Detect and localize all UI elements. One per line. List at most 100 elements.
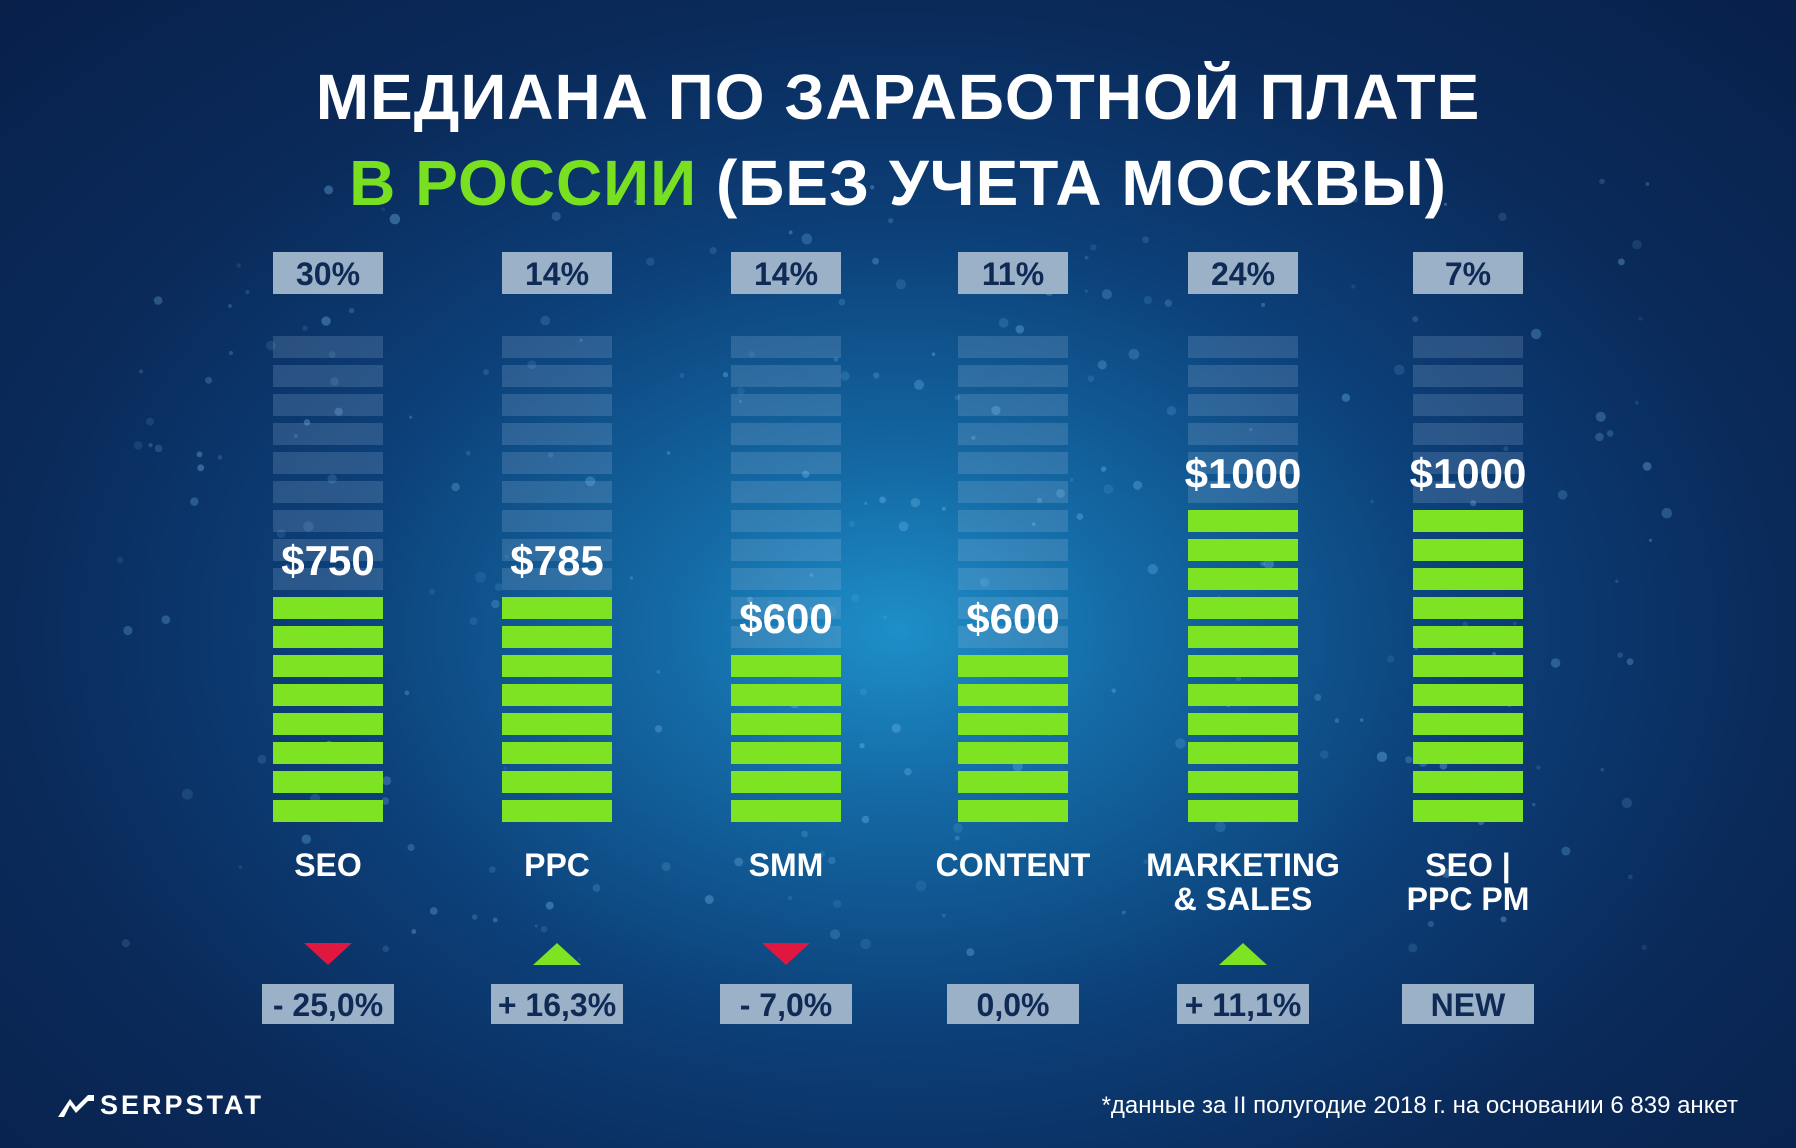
map-dot bbox=[592, 884, 601, 892]
bar-segment bbox=[1413, 771, 1523, 793]
bar-segment-empty bbox=[958, 626, 1068, 648]
map-dot bbox=[1147, 564, 1158, 575]
map-dot bbox=[634, 199, 638, 204]
bar-segment-empty bbox=[1188, 423, 1298, 445]
title-line-1: МЕДИАНА ПО ЗАРАБОТНОЙ ПЛАТЕ bbox=[315, 61, 1481, 133]
bar-segment-empty bbox=[1188, 336, 1298, 358]
bar-segment-empty bbox=[502, 423, 612, 445]
bar-segment-empty bbox=[273, 510, 383, 532]
map-dot bbox=[276, 529, 286, 539]
share-label: 14% bbox=[731, 252, 841, 294]
map-dot bbox=[818, 850, 826, 858]
map-dot bbox=[1626, 658, 1634, 666]
bar-segment bbox=[502, 742, 612, 764]
map-dot bbox=[849, 520, 855, 527]
bar-segment bbox=[502, 713, 612, 735]
map-dot bbox=[1249, 428, 1253, 432]
map-dot bbox=[527, 360, 537, 370]
map-dot bbox=[375, 177, 386, 188]
map-dot bbox=[1087, 375, 1095, 382]
map-dot bbox=[1405, 756, 1413, 764]
title-line-2: В РОССИИ (БЕЗ УЧЕТА МОСКВЫ) bbox=[0, 146, 1796, 220]
value-label: $600 bbox=[966, 595, 1060, 642]
bar-segment-empty bbox=[958, 481, 1068, 503]
share-label: 7% bbox=[1413, 252, 1523, 294]
map-dot bbox=[1173, 902, 1179, 908]
bar-segment bbox=[1413, 800, 1523, 822]
map-dot bbox=[471, 914, 478, 920]
bar-segment bbox=[273, 713, 383, 735]
bar-segment-empty bbox=[731, 336, 841, 358]
bar-segment-empty bbox=[1413, 394, 1523, 416]
bar-segment bbox=[1188, 742, 1298, 764]
map-dot bbox=[1427, 920, 1434, 928]
bar-segment-empty bbox=[958, 423, 1068, 445]
map-dot bbox=[704, 895, 714, 904]
bar-segment-empty bbox=[273, 539, 383, 561]
map-dot bbox=[1635, 400, 1639, 405]
bar-segment bbox=[1188, 800, 1298, 822]
change-label: + 16,3% bbox=[491, 984, 623, 1024]
map-dot bbox=[895, 279, 907, 290]
category-label-line: CONTENT bbox=[935, 847, 1091, 883]
map-dot bbox=[540, 315, 551, 326]
bar-segment bbox=[273, 742, 383, 764]
map-dot bbox=[483, 369, 489, 376]
bar-segment bbox=[273, 626, 383, 648]
bar-segment-empty bbox=[502, 568, 612, 590]
map-dot bbox=[860, 938, 871, 950]
bar-segment-empty bbox=[731, 568, 841, 590]
map-dot bbox=[469, 617, 478, 625]
map-dot bbox=[1600, 767, 1605, 772]
map-dot bbox=[1261, 302, 1266, 307]
footnote: *данные за II полугодие 2018 г. на основ… bbox=[1101, 1092, 1738, 1119]
map-dot bbox=[1503, 446, 1509, 452]
map-dot bbox=[860, 688, 868, 696]
map-dot bbox=[1351, 195, 1359, 203]
map-dot bbox=[801, 830, 808, 838]
map-dot bbox=[840, 371, 850, 381]
map-dot bbox=[830, 929, 841, 940]
map-dot bbox=[1599, 178, 1605, 185]
map-dot bbox=[1036, 497, 1043, 503]
map-dot bbox=[826, 606, 837, 617]
map-dot bbox=[293, 434, 298, 438]
map-dot bbox=[879, 496, 886, 504]
bar-segment-empty bbox=[731, 452, 841, 474]
bar-segment bbox=[502, 655, 612, 677]
map-dot bbox=[283, 564, 291, 571]
map-dot bbox=[302, 325, 308, 332]
map-dot bbox=[407, 843, 415, 852]
map-dot bbox=[787, 895, 793, 901]
map-dot bbox=[953, 823, 963, 833]
map-dot bbox=[139, 369, 143, 374]
bar-segment bbox=[958, 655, 1068, 677]
bar-segment bbox=[273, 800, 383, 822]
map-dot bbox=[579, 338, 583, 342]
map-dot bbox=[1376, 751, 1388, 762]
map-dot bbox=[547, 452, 554, 458]
map-dot bbox=[123, 625, 133, 636]
map-dot bbox=[666, 451, 671, 455]
category-label-line: & SALES bbox=[1173, 881, 1313, 917]
map-dot bbox=[888, 218, 894, 224]
bar-segment bbox=[731, 800, 841, 822]
bar-segment-empty bbox=[502, 452, 612, 474]
map-dot bbox=[656, 669, 661, 674]
title-rest: (БЕЗ УЧЕТА МОСКВЫ) bbox=[697, 147, 1447, 219]
map-dot bbox=[1084, 289, 1088, 293]
bar-segment bbox=[1188, 684, 1298, 706]
map-dot bbox=[998, 318, 1009, 328]
map-dot bbox=[1621, 797, 1633, 809]
title-highlight: В РОССИИ bbox=[349, 147, 698, 219]
map-dot bbox=[1557, 490, 1568, 500]
map-dot bbox=[1097, 360, 1107, 370]
bar-segment bbox=[1188, 568, 1298, 590]
map-dot bbox=[898, 521, 909, 532]
map-dot bbox=[1648, 538, 1653, 542]
map-dot bbox=[1175, 738, 1186, 749]
map-dot bbox=[1100, 466, 1107, 472]
map-dot bbox=[266, 340, 276, 351]
map-dot bbox=[451, 482, 460, 492]
map-dot bbox=[1103, 484, 1114, 495]
